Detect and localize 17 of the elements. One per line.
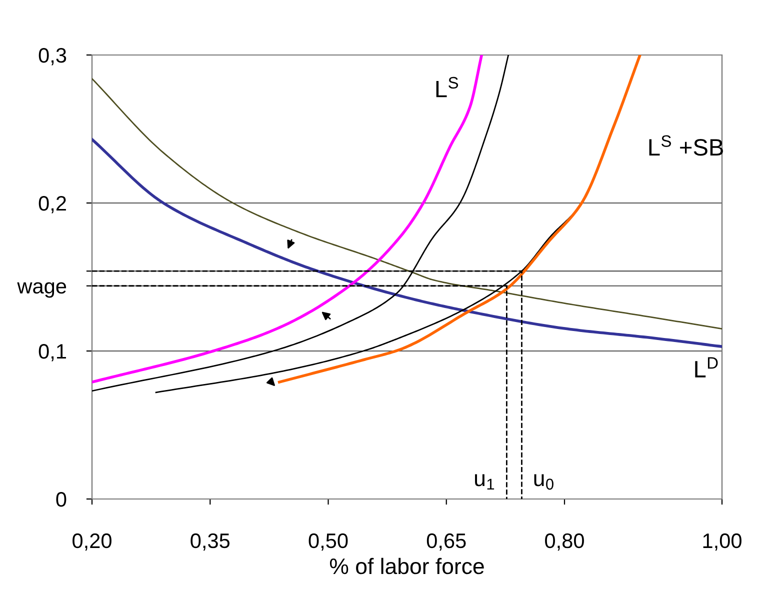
y-tick-label: 0,3: [38, 48, 66, 66]
y-tick-label: 0: [56, 492, 66, 507]
x-tick-label: 0,35: [190, 533, 230, 551]
series-label: u$_{0}$: [534, 474, 554, 490]
series-label: L$^{D}$: [695, 357, 718, 378]
x-tick-label: 0,50: [308, 533, 348, 551]
x-tick-label: 0,20: [72, 533, 112, 551]
series-label: L$^{S}$ +SB: [649, 135, 723, 156]
y-tick-label: wage: [17, 282, 66, 298]
x-axis-title: % of labor force: [330, 558, 484, 574]
x-tick-label: 0,80: [545, 533, 584, 551]
x-tick-label: 0,65: [426, 533, 466, 551]
series-label: L$^{S}$: [436, 76, 458, 98]
series-label: u$_{1}$: [475, 474, 494, 490]
y-tick-label: 0,1: [38, 344, 66, 362]
y-tick-label: 0,2: [38, 196, 66, 214]
x-tick-label: 1,00: [703, 533, 742, 551]
